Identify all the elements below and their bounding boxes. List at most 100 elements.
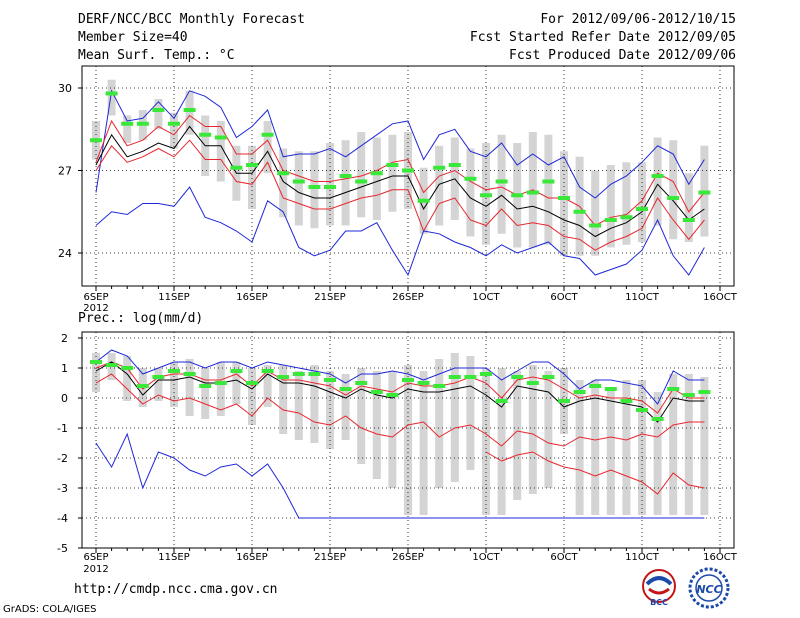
obs-dash xyxy=(136,121,149,126)
obs-dash xyxy=(370,390,383,394)
obs-dash xyxy=(667,387,680,391)
obs-dash xyxy=(448,163,461,167)
obs-dash xyxy=(402,168,414,173)
spread-box xyxy=(123,115,132,143)
obs-dash xyxy=(636,408,648,412)
spread-box xyxy=(544,371,553,488)
obs-dash xyxy=(604,387,617,391)
obs-dash xyxy=(183,108,196,112)
series-q10-line xyxy=(485,451,705,495)
obs-dash xyxy=(339,174,352,178)
obs-dash xyxy=(589,223,602,228)
spread-box xyxy=(185,359,194,416)
forecast-period: For 2012/09/06-2012/10/15 xyxy=(540,12,736,27)
obs-dash xyxy=(604,218,617,222)
obs-dash xyxy=(682,393,695,397)
spread-box xyxy=(513,371,522,500)
series-lower-line xyxy=(95,139,705,251)
x-tick-label-year: 2012 xyxy=(83,303,108,314)
x-tick-label: 21SEP xyxy=(314,552,345,563)
x-tick-label: 21SEP xyxy=(314,292,345,303)
x-tick-label: 1OCT xyxy=(472,292,500,303)
obs-dash xyxy=(542,179,555,184)
spread-box xyxy=(544,134,553,245)
obs-dash xyxy=(246,381,258,385)
series-min-line xyxy=(95,432,705,519)
spread-box xyxy=(310,151,319,229)
obs-dash xyxy=(246,163,258,167)
spread-box xyxy=(560,151,568,256)
obs-dash xyxy=(199,384,212,388)
obs-dash xyxy=(480,193,492,198)
obs-dash xyxy=(558,196,570,200)
obs-dash xyxy=(651,174,664,178)
spread-box xyxy=(606,165,615,248)
precip-title: Prec.: log(mm/d) xyxy=(78,311,203,326)
spread-box xyxy=(591,170,600,256)
obs-dash xyxy=(495,399,508,403)
spread-box xyxy=(638,380,646,515)
source-url[interactable]: http://cmdp.ncc.cma.gov.cn xyxy=(74,582,278,597)
spread-box xyxy=(154,99,163,130)
obs-dash xyxy=(526,381,539,385)
spread-box xyxy=(216,362,225,416)
spread-box xyxy=(372,137,381,220)
series-max-line xyxy=(95,349,705,405)
x-tick-label: 1OCT xyxy=(472,552,500,563)
spread-box xyxy=(591,380,600,515)
obs-dash xyxy=(355,179,368,184)
obs-dash xyxy=(230,165,243,170)
spread-box xyxy=(450,353,459,482)
member-size: Member Size=40 xyxy=(78,30,188,45)
spread-box xyxy=(419,371,428,515)
obs-dash xyxy=(511,375,524,379)
obs-dash xyxy=(526,190,539,195)
x-tick-label: 16SEP xyxy=(236,552,267,563)
spread-box xyxy=(435,359,444,488)
obs-dash xyxy=(433,384,446,388)
obs-dash xyxy=(308,185,321,189)
y-tick-label: -4 xyxy=(57,512,68,525)
x-tick-label: 6SEP xyxy=(83,292,108,303)
spread-box xyxy=(248,145,256,209)
obs-dash xyxy=(495,179,508,184)
obs-dash xyxy=(152,108,165,112)
y-tick-label: -5 xyxy=(57,542,68,555)
bcc-logo-text: BCC xyxy=(650,598,668,607)
obs-dash xyxy=(199,132,212,137)
obs-dash xyxy=(214,381,227,385)
spread-box xyxy=(466,148,475,237)
spread-box xyxy=(279,148,288,218)
spread-box xyxy=(372,371,381,479)
spread-box xyxy=(294,151,303,226)
obs-dash xyxy=(464,375,477,379)
spread-box xyxy=(341,374,350,440)
ncc-logo-text: NCC xyxy=(696,583,721,596)
spread-box xyxy=(310,365,319,443)
obs-dash xyxy=(121,121,134,126)
spread-box xyxy=(279,365,288,434)
ncc-logo: NCC xyxy=(686,566,732,610)
obs-dash xyxy=(651,417,664,421)
obs-dash xyxy=(90,138,102,143)
obs-dash xyxy=(386,393,399,397)
obs-dash xyxy=(339,387,352,391)
obs-dash xyxy=(168,369,180,373)
y-tick-label: 0 xyxy=(61,392,68,405)
series-mean-line xyxy=(95,125,705,238)
x-tick-label: 11SEP xyxy=(158,552,189,563)
obs-dash xyxy=(402,378,414,382)
spread-box xyxy=(154,368,163,401)
spread-box xyxy=(653,392,662,515)
spread-box xyxy=(700,377,709,515)
spread-box xyxy=(357,132,366,218)
x-tick-label: 11OCT xyxy=(625,292,660,303)
obs-dash xyxy=(292,372,305,376)
x-tick-label: 26SEP xyxy=(392,552,423,563)
y-tick-label: 27 xyxy=(58,165,72,178)
obs-dash xyxy=(682,218,695,222)
obs-dash xyxy=(464,176,477,181)
obs-dash xyxy=(558,399,570,403)
grads-credit: GrADS: COLA/IGES xyxy=(3,604,97,615)
x-tick-label: 11OCT xyxy=(625,552,660,563)
